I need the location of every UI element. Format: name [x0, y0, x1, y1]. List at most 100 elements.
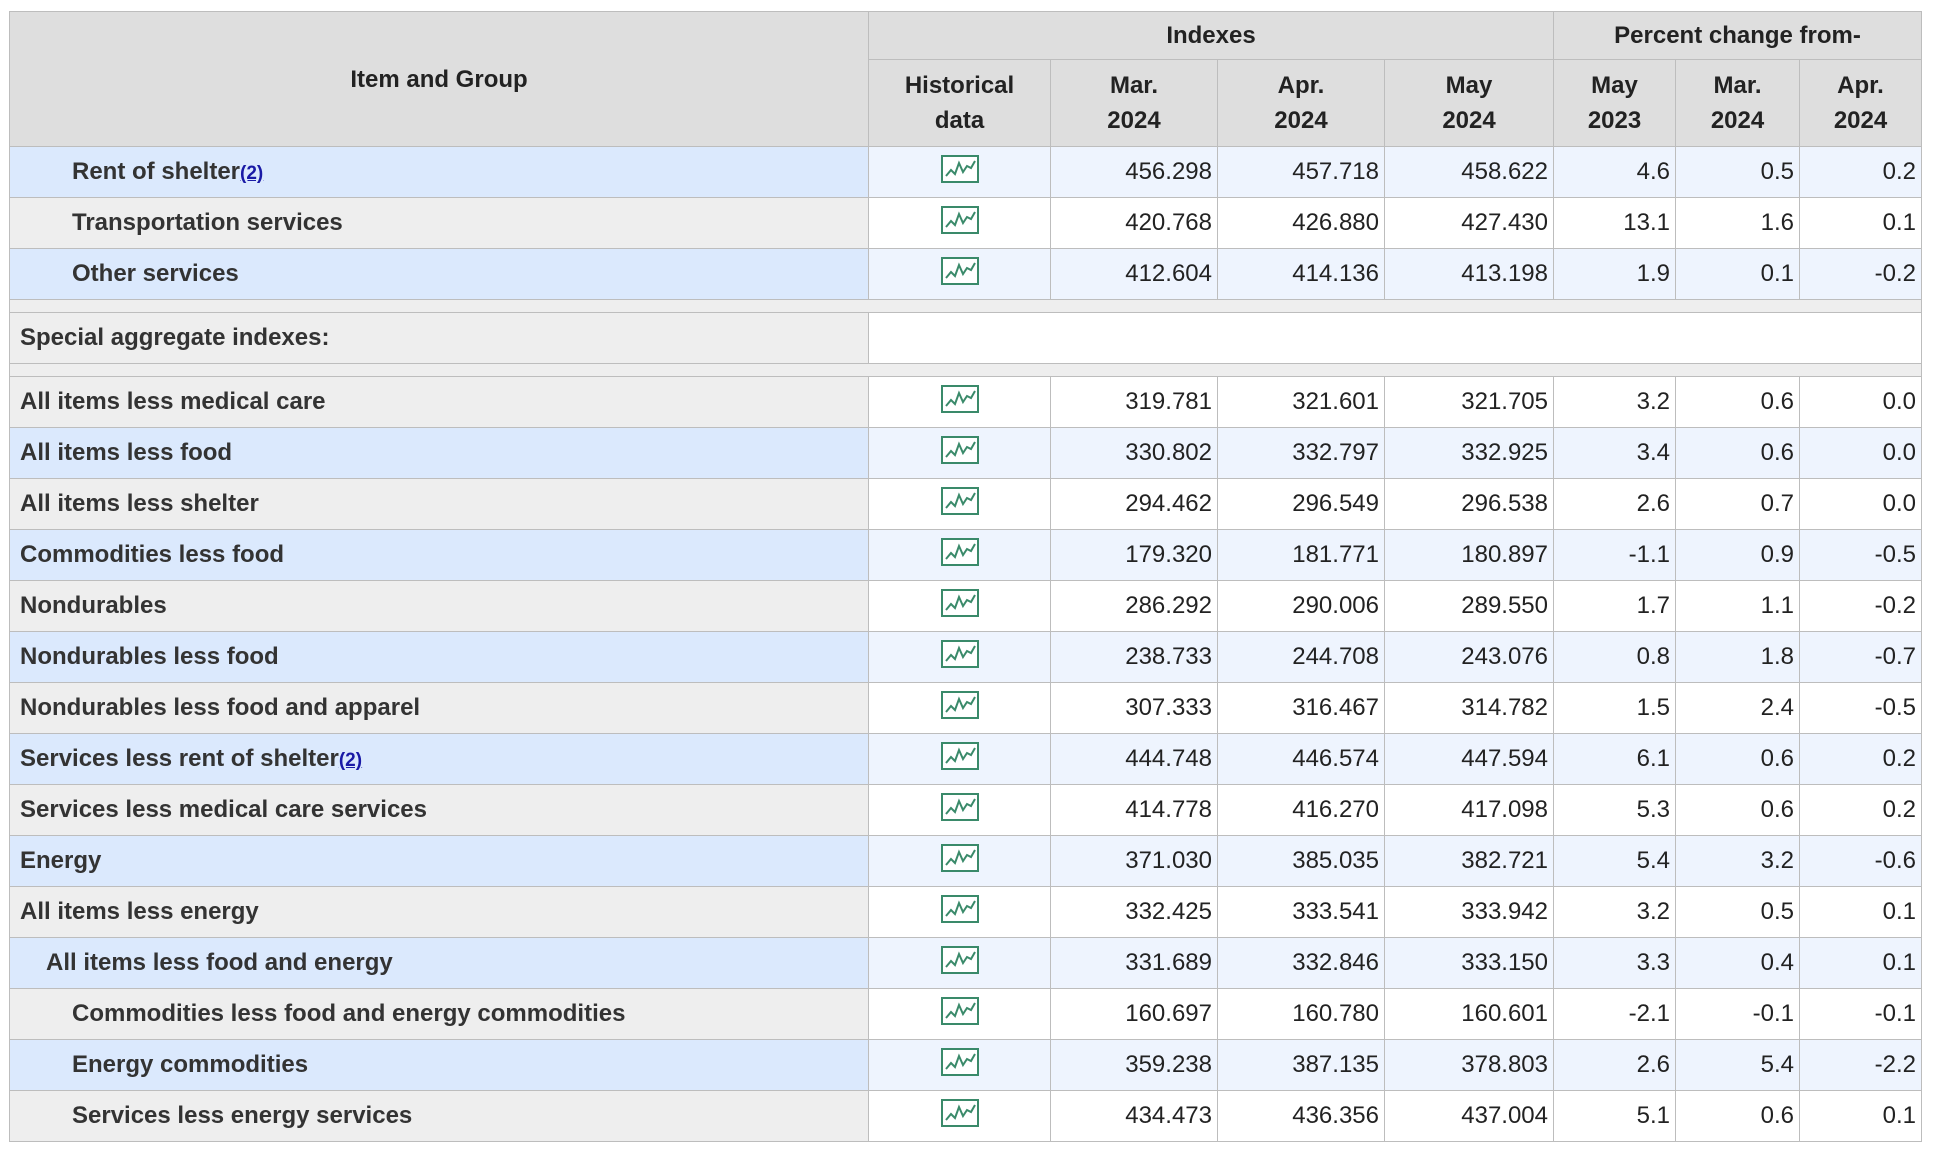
chart-icon[interactable] [940, 384, 979, 419]
chart-icon[interactable] [940, 741, 979, 776]
item-text: Services less energy services [72, 1102, 413, 1129]
historical-cell [868, 197, 1051, 249]
item-text: All items less shelter [20, 490, 259, 517]
item-label: All items less shelter [9, 478, 869, 530]
chart-icon-graphic[interactable] [940, 486, 979, 515]
historical-cell [868, 248, 1051, 300]
chart-icon[interactable] [940, 1098, 979, 1133]
value-cell: 0.6 [1675, 1090, 1801, 1142]
item-text: Energy commodities [72, 1051, 309, 1078]
month-text: May 2023 [1587, 72, 1642, 134]
value-cell: 434.473 [1050, 1090, 1218, 1142]
chart-icon[interactable] [940, 945, 979, 980]
chart-icon-graphic[interactable] [940, 1098, 979, 1127]
item-text: Commodities less food [20, 541, 285, 568]
chart-icon[interactable] [940, 639, 979, 674]
footnote-link[interactable]: (2) [240, 163, 264, 184]
chart-icon-graphic[interactable] [940, 690, 979, 719]
chart-icon-graphic[interactable] [940, 154, 979, 183]
value-cell: 447.594 [1383, 733, 1555, 785]
value-cell: 371.030 [1050, 835, 1218, 887]
chart-icon-graphic[interactable] [940, 639, 979, 668]
chart-icon-graphic[interactable] [940, 996, 979, 1025]
historical-cell [868, 886, 1051, 938]
chart-icon[interactable] [940, 792, 979, 827]
chart-icon-graphic[interactable] [940, 741, 979, 770]
chart-icon-graphic[interactable] [940, 945, 979, 974]
chart-icon[interactable] [940, 1047, 979, 1082]
indexes-header: Indexes [867, 11, 1555, 60]
footnote-link[interactable]: (2) [338, 750, 363, 771]
value-cell: 387.135 [1217, 1039, 1385, 1091]
item-label: All items less food and energy [9, 937, 869, 989]
chart-icon-graphic[interactable] [940, 894, 979, 923]
data-row: Energy 371.030 385.035 382.721 5.4 3.2 -0.6 [9, 835, 1923, 887]
value-cell: 0.8 [1553, 631, 1677, 683]
value-cell: -0.2 [1799, 580, 1923, 632]
value-cell: 417.098 [1383, 784, 1555, 836]
chart-icon[interactable] [940, 205, 979, 240]
value-cell: 3.4 [1553, 427, 1677, 479]
month-text: May 2024 [1442, 72, 1496, 134]
chart-icon[interactable] [940, 996, 979, 1031]
chart-icon[interactable] [940, 154, 979, 189]
data-row: All items less medical care 319.781 321.60… [9, 376, 1923, 428]
section-text: Special aggregate indexes: [20, 324, 330, 351]
value-cell: 3.2 [1675, 835, 1801, 887]
item-label: Energy commodities [9, 1039, 869, 1091]
chart-icon[interactable] [940, 894, 979, 929]
value-cell: 427.430 [1383, 197, 1555, 249]
value-cell: 5.4 [1675, 1039, 1801, 1091]
value-cell: 238.733 [1050, 631, 1218, 683]
historical-cell [868, 529, 1051, 581]
historical-cell [868, 733, 1051, 785]
value-cell: 314.782 [1383, 682, 1555, 734]
value-cell: 416.270 [1217, 784, 1385, 836]
chart-icon[interactable] [940, 588, 979, 623]
chart-icon-graphic[interactable] [940, 256, 979, 285]
item-label: Commodities less food [9, 529, 869, 581]
value-cell: -0.5 [1799, 529, 1923, 581]
chart-icon[interactable] [940, 256, 979, 291]
value-cell: 3.3 [1553, 937, 1677, 989]
chart-icon[interactable] [940, 537, 979, 572]
chart-icon-graphic[interactable] [940, 205, 979, 234]
value-cell: 179.320 [1050, 529, 1218, 581]
chart-icon-graphic[interactable] [940, 435, 979, 464]
value-cell: 332.425 [1050, 886, 1218, 938]
value-cell: -0.2 [1799, 248, 1923, 300]
chart-icon-graphic[interactable] [940, 792, 979, 821]
value-cell: 2.6 [1553, 1039, 1677, 1091]
chart-icon-graphic[interactable] [940, 843, 979, 872]
chart-icon-graphic[interactable] [940, 1047, 979, 1076]
value-cell: 426.880 [1217, 197, 1385, 249]
value-cell: -1.1 [1553, 529, 1677, 581]
value-cell: 243.076 [1383, 631, 1555, 683]
value-cell: 420.768 [1050, 197, 1218, 249]
value-cell: 307.333 [1050, 682, 1218, 734]
table-body: Rent of shelter(2) 456.298 457.718 458.622 4… [8, 146, 1923, 1142]
value-cell: 0.4 [1675, 937, 1801, 989]
chart-icon-graphic[interactable] [940, 537, 979, 566]
chart-icon[interactable] [940, 690, 979, 725]
chart-icon[interactable] [940, 843, 979, 878]
value-cell: -0.1 [1799, 988, 1923, 1040]
value-cell: 444.748 [1050, 733, 1218, 785]
chart-icon-graphic[interactable] [940, 588, 979, 617]
value-cell: 1.8 [1675, 631, 1801, 683]
data-row: All items less shelter 294.462 296.549 296.… [9, 478, 1923, 530]
data-row: Rent of shelter(2) 456.298 457.718 458.622 4… [9, 146, 1923, 198]
chart-icon-graphic[interactable] [940, 384, 979, 413]
historical-cell [868, 988, 1051, 1040]
value-cell: 0.6 [1675, 427, 1801, 479]
chart-icon[interactable] [940, 486, 979, 521]
item-text: Nondurables [20, 592, 167, 619]
chart-icon[interactable] [940, 435, 979, 470]
data-row: Nondurables less food 238.733 244.708 243.0… [9, 631, 1923, 683]
historical-cell [868, 580, 1051, 632]
value-cell: 1.9 [1553, 248, 1677, 300]
item-text: All items less food and energy [46, 949, 393, 976]
item-label: Nondurables less food and apparel [9, 682, 869, 734]
item-text: Commodities less food and energy commodi… [72, 1000, 626, 1027]
value-cell: 5.1 [1553, 1090, 1677, 1142]
